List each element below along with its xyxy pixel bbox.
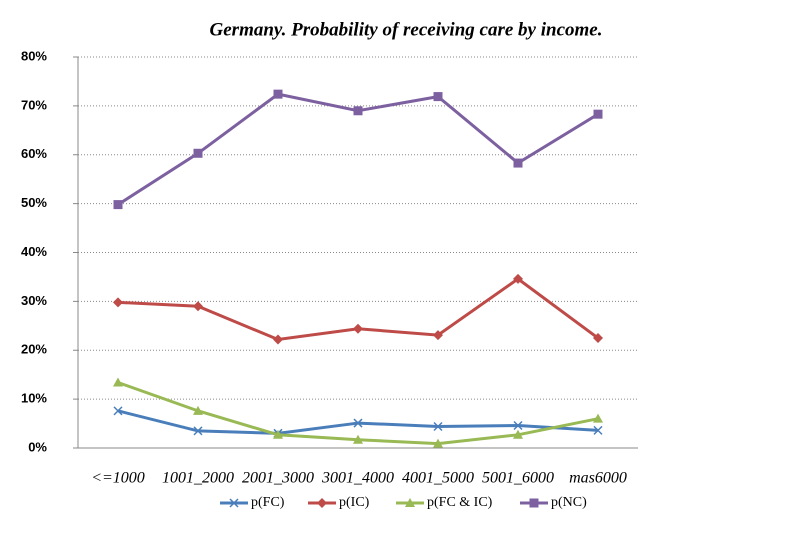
y-tick-label: 50% — [21, 195, 47, 210]
line — [117, 381, 599, 446]
marker — [593, 425, 603, 435]
marker — [317, 498, 327, 508]
y-tick-label: 20% — [21, 342, 47, 357]
marker — [229, 498, 239, 508]
y-tick-label: 60% — [21, 146, 47, 161]
marker — [513, 429, 523, 439]
marker — [193, 301, 203, 312]
marker — [113, 200, 123, 210]
marker — [433, 421, 443, 432]
y-tick-label: 30% — [21, 293, 47, 308]
marker — [273, 334, 283, 345]
marker — [193, 148, 203, 158]
x-tick-label: 1001_2000 — [162, 470, 234, 487]
marker — [593, 333, 603, 344]
marker — [433, 438, 443, 448]
marker — [433, 330, 443, 341]
marker — [513, 420, 523, 431]
marker — [193, 405, 203, 415]
y-tick-label: 40% — [21, 244, 47, 259]
y-tick-label: 80% — [21, 48, 47, 63]
marker — [529, 498, 539, 508]
x-tick-label: 3001_4000 — [321, 470, 394, 487]
legend-label: p(FC & IC) — [427, 495, 493, 510]
marker — [273, 89, 283, 99]
marker — [353, 418, 363, 428]
marker — [113, 406, 123, 416]
x-tick-label: 2001_3000 — [242, 470, 314, 487]
marker — [593, 413, 603, 423]
legend-label: p(FC) — [251, 495, 285, 510]
marker — [353, 434, 363, 444]
marker — [113, 297, 123, 308]
x-tick-label: mas6000 — [569, 470, 627, 487]
x-tick-label: 5001_6000 — [482, 470, 554, 487]
marker — [405, 498, 415, 507]
y-tick-label: 70% — [21, 97, 47, 112]
y-tick-label: 0% — [28, 439, 47, 454]
y-tick-label: 10% — [21, 391, 47, 406]
legend-label: p(NC) — [551, 495, 587, 510]
marker — [433, 92, 443, 102]
marker — [273, 429, 283, 439]
marker — [353, 323, 363, 334]
marker — [513, 273, 523, 284]
x-tick-label: <=1000 — [91, 470, 145, 487]
legend-label: p(IC) — [339, 495, 370, 510]
marker — [113, 377, 123, 387]
marker — [513, 158, 523, 168]
marker — [353, 106, 363, 116]
chart-title: Germany. Probability of receiving care b… — [210, 19, 603, 40]
x-tick-label: 4001_5000 — [402, 470, 474, 487]
marker — [193, 426, 203, 436]
marker — [593, 109, 603, 119]
